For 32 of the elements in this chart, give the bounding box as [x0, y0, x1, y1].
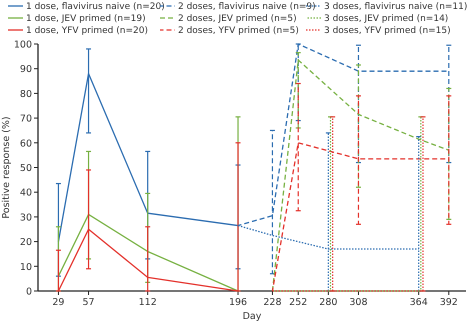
- legend-label: 1 dose, JEV primed (n=19): [26, 14, 146, 24]
- legend-label: 2 doses, JEV primed (n=5): [178, 14, 297, 24]
- x-tick-label: 29: [52, 297, 64, 308]
- x-axis-title: Day: [242, 311, 262, 322]
- legend-label: 3 doses, YFV primed (n=15): [324, 26, 451, 36]
- y-tick-label: 90: [20, 64, 32, 76]
- legend-label: 1 dose, YFV primed (n=20): [26, 26, 148, 36]
- y-tick-label: 70: [20, 114, 32, 125]
- y-axis-title: Positive response (%): [1, 116, 12, 219]
- y-tick-label: 20: [20, 237, 32, 248]
- y-tick-label: 100: [14, 40, 32, 50]
- x-tick-label: 392: [440, 297, 458, 308]
- x-tick-label: 112: [138, 297, 157, 308]
- x-tick-label: 228: [263, 297, 282, 308]
- legend-label: 1 dose, flavivirus naive (n=20): [26, 2, 165, 12]
- y-tick-label: 30: [20, 212, 32, 224]
- x-tick-label: 252: [289, 297, 308, 308]
- legend-label: 3 doses, JEV primed (n=14): [324, 14, 448, 24]
- y-tick-label: 40: [20, 188, 32, 199]
- y-tick-label: 10: [20, 262, 32, 273]
- x-tick-label: 364: [410, 297, 428, 308]
- x-tick-label: 57: [82, 297, 95, 308]
- y-tick-label: 0: [26, 286, 32, 298]
- legend-label: 2 doses, YFV primed (n=5): [178, 26, 299, 36]
- y-tick-label: 50: [20, 163, 32, 174]
- y-tick-label: 80: [20, 88, 32, 100]
- legend-label: 2 doses, flavivirus naive (n=9): [178, 2, 316, 12]
- legend-label: 3 doses, flavivirus naive (n=11): [324, 2, 468, 12]
- y-tick-label: 60: [20, 138, 32, 150]
- x-tick-label: 196: [228, 297, 248, 308]
- x-tick-label: 280: [319, 297, 338, 308]
- x-tick-label: 308: [349, 297, 368, 308]
